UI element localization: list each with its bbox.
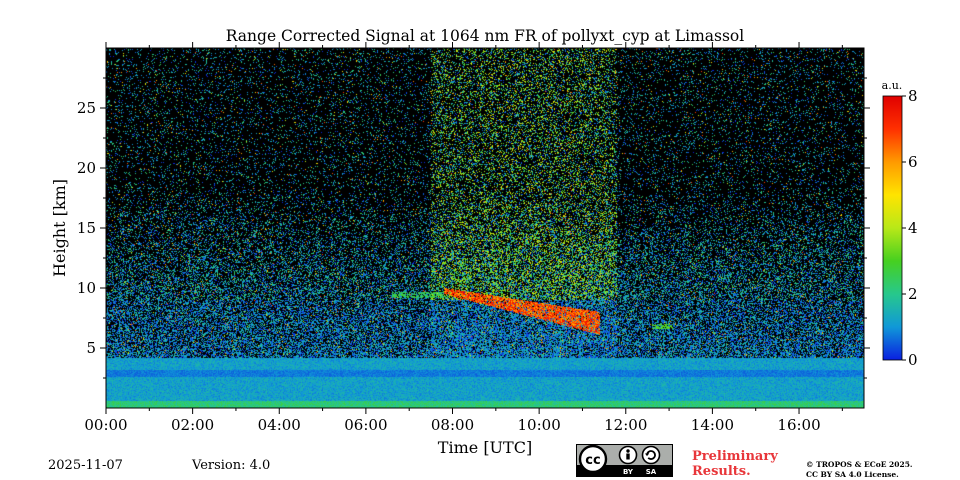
cc-icon-text: cc [585, 453, 600, 468]
share-alike-icon [641, 445, 661, 465]
copyright-line-1: © TROPOS & ECoE 2025. [806, 460, 913, 469]
y-tick-label: 10 [77, 279, 96, 297]
y-tick-label: 5 [86, 339, 96, 357]
colorbar: a.u. 0 2 4 6 8 [882, 79, 918, 369]
copyright-line-2: CC BY SA 4.0 License. [806, 470, 899, 479]
colorbar-tick-label: 6 [908, 153, 918, 171]
by-text: BY [623, 468, 634, 476]
colorbar-label: a.u. [882, 79, 903, 92]
x-tick-label: 16:00 [777, 416, 820, 434]
x-tick-label: 02:00 [171, 416, 214, 434]
heatmap-image [106, 48, 864, 408]
chart-title: Range Corrected Signal at 1064 nm FR of … [226, 27, 744, 45]
x-tick-label: 12:00 [604, 416, 647, 434]
preliminary-notice: Preliminary Results. [692, 449, 778, 479]
x-tick-label: 10:00 [518, 416, 561, 434]
y-axis-label: Height [km] [50, 179, 69, 277]
y-tick-label: 20 [77, 159, 96, 177]
y-tick-label: 15 [77, 219, 96, 237]
colorbar-tick-label: 2 [908, 285, 918, 303]
colorbar-tick-label: 8 [908, 87, 918, 105]
cc-license-badge[interactable]: cc BY SA [576, 444, 673, 477]
x-tick-label: 04:00 [258, 416, 301, 434]
x-tick-label: 00:00 [84, 416, 127, 434]
x-axis-label: Time [UTC] [438, 438, 532, 457]
x-tick-label: 06:00 [344, 416, 387, 434]
y-tick-label: 25 [77, 99, 96, 117]
preliminary-line-1: Preliminary [692, 449, 778, 464]
heatmap [105, 47, 865, 409]
cc-icon [578, 444, 608, 474]
colorbar-scale [882, 95, 903, 361]
version-label: Version: 4.0 [192, 458, 271, 473]
copyright-notice: © TROPOS & ECoE 2025. CC BY SA 4.0 Licen… [806, 460, 913, 480]
y-axis: 5 10 15 20 25 [77, 77, 870, 379]
colorbar-tick-label: 0 [908, 351, 918, 369]
colorbar-tick-label: 4 [908, 219, 918, 237]
date-label: 2025-11-07 [48, 458, 123, 473]
x-tick-label: 08:00 [431, 416, 474, 434]
sa-text: SA [646, 468, 657, 476]
preliminary-line-2: Results. [692, 464, 751, 479]
x-tick-label: 14:00 [691, 416, 734, 434]
x-axis: 00:00 02:00 04:00 06:00 08:00 10:00 12:00 14:00… [84, 42, 843, 434]
